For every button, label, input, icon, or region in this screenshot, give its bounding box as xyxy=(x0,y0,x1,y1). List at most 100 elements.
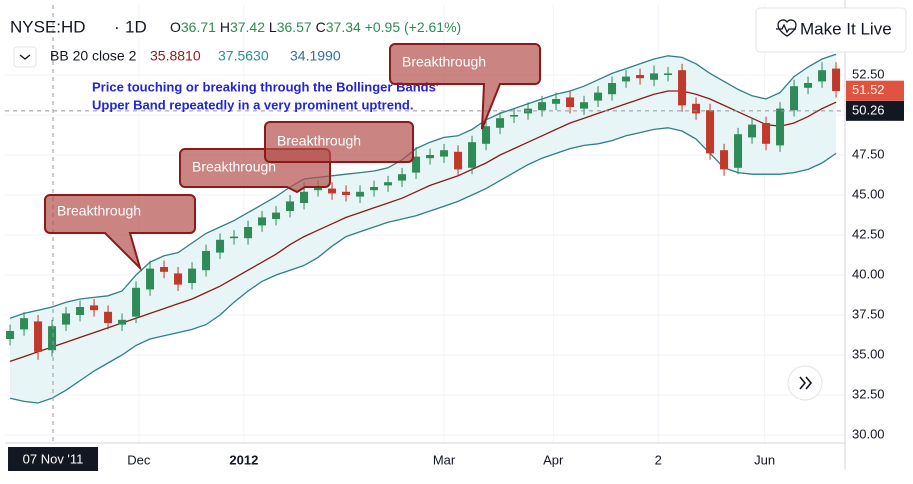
y-tick-label: 32.50 xyxy=(852,386,885,401)
indicator-value: 37.5630 xyxy=(218,48,269,64)
separator: · xyxy=(114,17,120,36)
candle-body xyxy=(790,86,799,111)
candle-body xyxy=(706,110,715,154)
candle-body xyxy=(566,97,575,107)
heart-icon xyxy=(776,19,797,37)
x-tick-label: 2 xyxy=(655,452,662,467)
candle-body xyxy=(762,123,771,144)
x-tick-label: Dec xyxy=(127,452,151,467)
callout-label: Breakthrough xyxy=(57,203,141,219)
candle-body xyxy=(174,273,183,285)
callout xyxy=(389,43,541,130)
candle-body xyxy=(370,187,379,191)
candle-body xyxy=(300,191,309,203)
y-tick-label: 52.50 xyxy=(852,66,885,81)
candle-body xyxy=(202,251,211,271)
make-it-live-button[interactable] xyxy=(755,7,907,53)
candle-body xyxy=(118,319,127,325)
button-label: Make It Live xyxy=(800,19,892,38)
candle-body xyxy=(426,155,435,159)
candle-body xyxy=(104,311,113,323)
ohlc-label: O xyxy=(170,19,181,35)
y-tick-label: 35.00 xyxy=(852,346,885,361)
candle-body xyxy=(538,102,547,111)
candle-body xyxy=(832,68,841,91)
candle-body xyxy=(818,70,827,82)
candle-body xyxy=(6,331,15,339)
candle-body xyxy=(90,305,99,311)
ohlc-label: C xyxy=(316,19,326,35)
band-line xyxy=(9,127,837,404)
candle-body xyxy=(188,268,197,283)
crosshair-price-box xyxy=(846,100,904,121)
ohlc: O36.71 H37.42 L36.57 C37.34 +0.95 (+2.61… xyxy=(170,19,461,35)
candle-body xyxy=(748,124,757,138)
candle-body xyxy=(146,268,155,290)
candle-body xyxy=(412,156,421,173)
candle-body xyxy=(692,103,701,114)
candle-body xyxy=(132,287,141,317)
callouts: Breakthrough Breakthrough Breakthrough B… xyxy=(44,43,541,272)
candle-body xyxy=(230,236,239,239)
crosshair-time-box xyxy=(8,447,99,471)
candle-body xyxy=(454,151,463,170)
candle-body xyxy=(734,134,743,168)
candle-body xyxy=(650,73,659,80)
candle-body xyxy=(20,318,29,330)
candle-body xyxy=(496,118,505,128)
candle-body xyxy=(244,227,253,239)
candle-body xyxy=(384,182,393,186)
annotation-text: Price touching or breaking through the B… xyxy=(92,79,439,94)
x-tick-label: Apr xyxy=(543,452,564,467)
candle-body xyxy=(272,212,281,219)
candle-body xyxy=(76,307,85,315)
y-tick-label: 42.50 xyxy=(852,226,885,241)
crosshair-price-label: 50.26 xyxy=(852,102,885,117)
last-price-box xyxy=(846,80,904,101)
last-price-label: 51.52 xyxy=(852,82,885,97)
indicator-value: 35.8810 xyxy=(150,48,201,64)
callout xyxy=(44,194,196,272)
candle-body xyxy=(608,83,617,95)
y-tick-label: 37.50 xyxy=(852,306,885,321)
band-line xyxy=(9,53,837,319)
crosshair-time-label: 07 Nov '11 xyxy=(23,451,84,466)
candle-body xyxy=(510,115,519,117)
candle-body xyxy=(34,321,43,352)
indicator-value: 34.1990 xyxy=(290,48,341,64)
y-tick-label: 40.00 xyxy=(852,266,885,281)
candle-body xyxy=(594,92,603,101)
candle-body xyxy=(62,313,71,325)
x-tick-label: 2012 xyxy=(229,452,258,467)
candle-body xyxy=(804,83,813,88)
candle-body xyxy=(286,201,295,211)
collapse-button[interactable] xyxy=(13,46,37,68)
y-tick-label: 45.00 xyxy=(852,186,885,201)
candle-body xyxy=(160,267,169,272)
candle-body xyxy=(342,191,351,195)
band-fill xyxy=(10,54,837,403)
callout xyxy=(264,121,414,163)
candle-body xyxy=(440,150,449,157)
callout-label: Breakthrough xyxy=(402,54,486,70)
chevron-icon xyxy=(799,376,813,390)
x-tick-label: Jun xyxy=(754,452,775,467)
ohlc-label: L xyxy=(269,19,277,35)
band-line xyxy=(9,90,837,363)
ohlc-value: 36.57 xyxy=(277,19,312,35)
y-tick-label: 47.50 xyxy=(852,146,885,161)
candle-body xyxy=(258,217,267,226)
interval: 1D xyxy=(125,17,147,36)
ohlc-value: 36.71 xyxy=(181,19,216,35)
callout-label: Breakthrough xyxy=(277,133,361,149)
candle-body xyxy=(636,75,645,79)
candle-body xyxy=(398,174,407,181)
candle-body xyxy=(720,150,729,170)
candle-body xyxy=(678,70,687,106)
candle-body xyxy=(48,326,57,351)
candle-body xyxy=(328,188,337,194)
x-tick-label: Mar xyxy=(433,452,456,467)
candle-body xyxy=(468,142,477,168)
callout-label: Breakthrough xyxy=(192,159,276,175)
